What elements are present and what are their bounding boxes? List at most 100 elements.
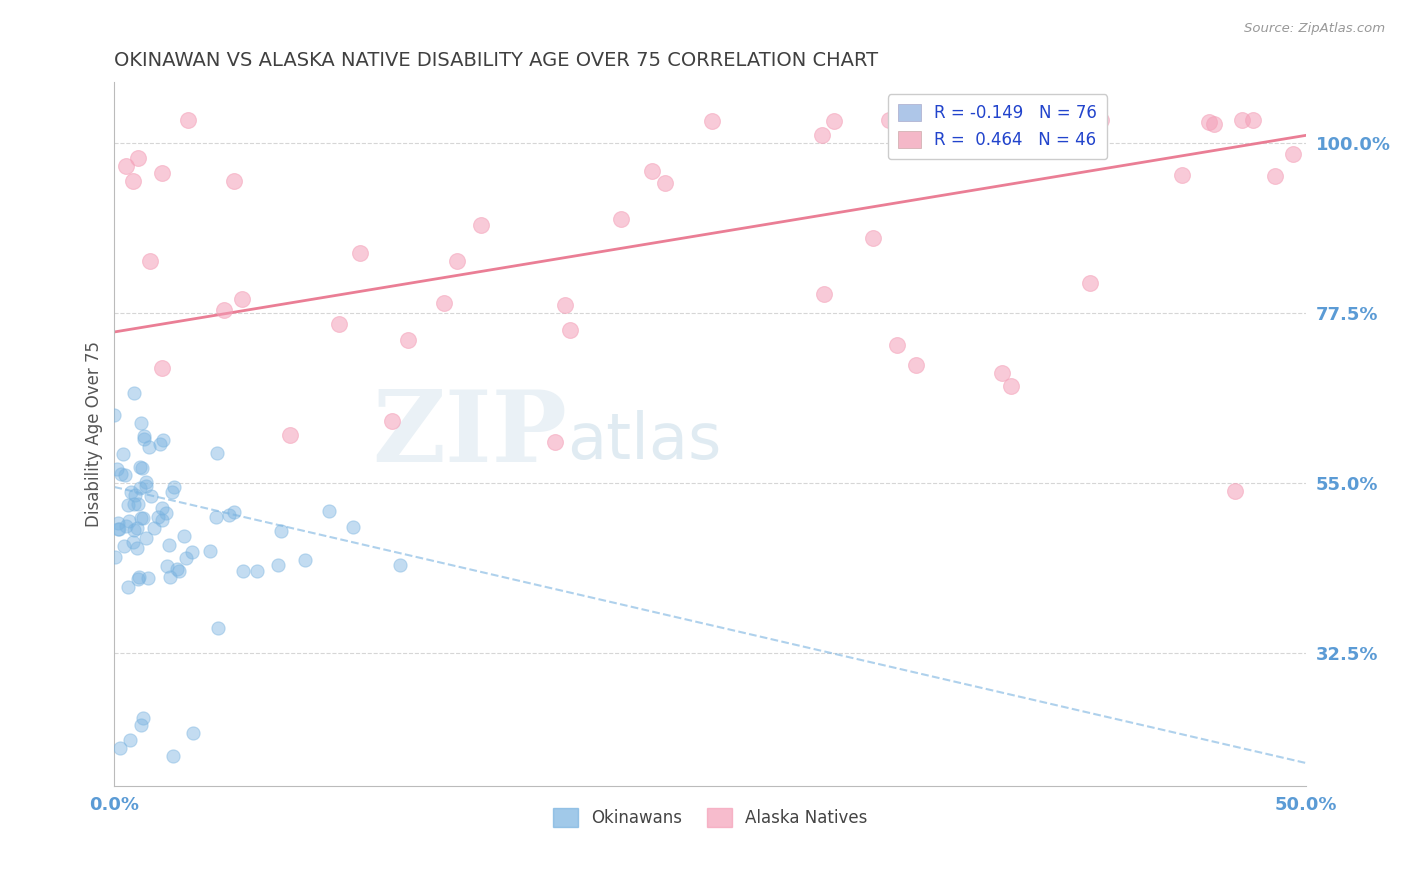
Point	[117, 498, 139, 512]
Point	[150, 360, 173, 375]
Point	[222, 505, 245, 519]
Point	[122, 174, 145, 188]
Point	[222, 174, 245, 188]
Point	[129, 416, 152, 430]
Point	[862, 231, 884, 245]
Point	[152, 433, 174, 447]
Point	[138, 441, 160, 455]
Point	[396, 333, 419, 347]
Point	[886, 337, 908, 351]
Point	[136, 571, 159, 585]
Point	[270, 524, 292, 538]
Point	[991, 367, 1014, 381]
Point	[103, 408, 125, 422]
Point	[120, 733, 142, 747]
Point	[114, 468, 136, 483]
Point	[554, 297, 576, 311]
Point	[328, 318, 350, 332]
Point	[267, 558, 290, 572]
Point	[1078, 276, 1101, 290]
Point	[342, 519, 364, 533]
Point	[150, 513, 173, 527]
Point	[127, 521, 149, 535]
Point	[811, 128, 834, 143]
Point	[702, 114, 724, 128]
Point	[212, 303, 235, 318]
Point	[127, 541, 149, 555]
Legend: Okinawans, Alaska Natives: Okinawans, Alaska Natives	[546, 802, 875, 834]
Point	[110, 741, 132, 756]
Point	[162, 485, 184, 500]
Point	[124, 385, 146, 400]
Point	[107, 516, 129, 531]
Point	[177, 113, 200, 128]
Point	[107, 522, 129, 536]
Point	[122, 524, 145, 538]
Point	[381, 414, 404, 428]
Point	[105, 462, 128, 476]
Point	[114, 519, 136, 533]
Point	[129, 481, 152, 495]
Point	[231, 293, 253, 307]
Point	[115, 159, 138, 173]
Point	[157, 539, 180, 553]
Point	[1000, 379, 1022, 393]
Point	[117, 580, 139, 594]
Point	[129, 459, 152, 474]
Point	[156, 558, 179, 573]
Point	[120, 484, 142, 499]
Point	[159, 570, 181, 584]
Point	[146, 510, 169, 524]
Point	[181, 545, 204, 559]
Point	[349, 246, 371, 260]
Point	[149, 436, 172, 450]
Point	[131, 511, 153, 525]
Point	[163, 480, 186, 494]
Point	[129, 718, 152, 732]
Point	[135, 475, 157, 489]
Point	[952, 113, 974, 128]
Point	[389, 558, 412, 572]
Point	[139, 489, 162, 503]
Point	[134, 428, 156, 442]
Point	[1198, 114, 1220, 128]
Point	[150, 166, 173, 180]
Point	[104, 549, 127, 564]
Point	[122, 497, 145, 511]
Point	[139, 253, 162, 268]
Point	[877, 113, 900, 128]
Point	[904, 358, 927, 372]
Point	[1090, 113, 1112, 128]
Point	[135, 479, 157, 493]
Point	[232, 564, 254, 578]
Y-axis label: Disability Age Over 75: Disability Age Over 75	[86, 341, 103, 527]
Text: Source: ZipAtlas.com: Source: ZipAtlas.com	[1244, 22, 1385, 36]
Point	[128, 570, 150, 584]
Point	[1241, 113, 1264, 128]
Point	[162, 748, 184, 763]
Point	[110, 467, 132, 481]
Point	[118, 514, 141, 528]
Point	[131, 461, 153, 475]
Point	[155, 507, 177, 521]
Text: OKINAWAN VS ALASKA NATIVE DISABILITY AGE OVER 75 CORRELATION CHART: OKINAWAN VS ALASKA NATIVE DISABILITY AGE…	[114, 51, 879, 70]
Point	[609, 211, 631, 226]
Point	[1281, 147, 1303, 161]
Point	[1223, 483, 1246, 498]
Point	[205, 510, 228, 524]
Point	[823, 114, 845, 128]
Point	[433, 296, 456, 310]
Point	[111, 447, 134, 461]
Point	[1171, 168, 1194, 182]
Point	[132, 510, 155, 524]
Point	[654, 176, 676, 190]
Point	[560, 323, 582, 337]
Point	[183, 726, 205, 740]
Point	[166, 562, 188, 576]
Point	[207, 621, 229, 635]
Point	[218, 508, 240, 522]
Point	[1202, 117, 1225, 131]
Point	[127, 497, 149, 511]
Point	[132, 711, 155, 725]
Point	[1011, 117, 1033, 131]
